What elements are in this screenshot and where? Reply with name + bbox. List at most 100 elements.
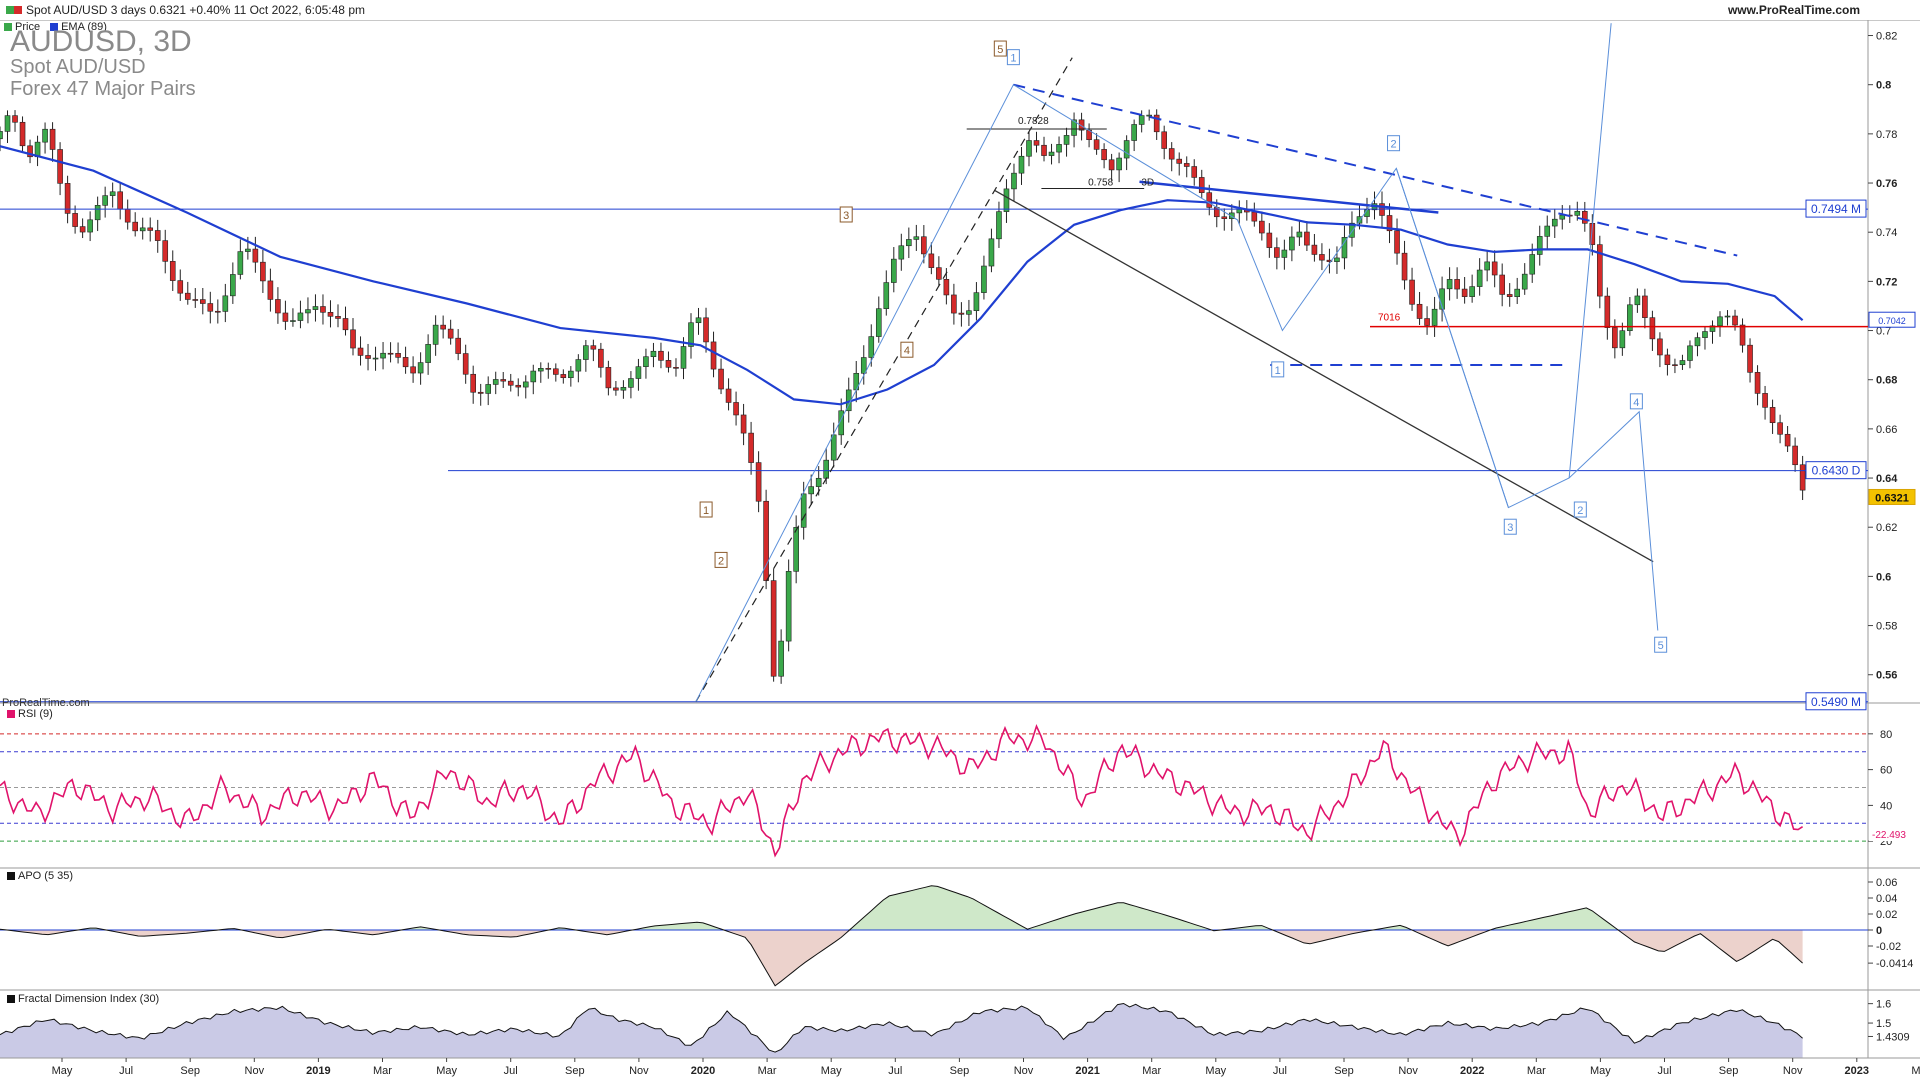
candle-body xyxy=(958,312,965,315)
candle-body xyxy=(267,280,274,300)
wave-label-box-brown xyxy=(993,40,1007,57)
annotation-high: 0.7828 xyxy=(1018,116,1049,127)
candle-body xyxy=(455,337,461,354)
rsi-pane-label[interactable]: RSI (9) xyxy=(4,708,56,720)
candle-body xyxy=(222,295,229,312)
fdi-swatch xyxy=(7,995,15,1003)
candle-body xyxy=(1153,114,1160,133)
apo-pane-label[interactable]: APO (5 35) xyxy=(4,870,77,882)
rsi-last-label: -22.493 xyxy=(1872,830,1906,841)
apo-line xyxy=(0,885,1803,987)
candle-body xyxy=(4,115,11,132)
annotation-low: 0.758 xyxy=(1088,177,1113,188)
candle-body xyxy=(710,341,717,370)
candle-body xyxy=(1274,247,1280,258)
candle-body xyxy=(1446,279,1453,290)
price-ytick-label: 0.76 xyxy=(1876,178,1897,190)
candle-body xyxy=(387,352,394,355)
candle-body xyxy=(1536,236,1543,255)
candle-body xyxy=(1416,303,1423,319)
candle-body xyxy=(1544,225,1551,237)
candle-body xyxy=(1732,315,1738,326)
candle-body xyxy=(628,378,634,388)
apo-title: APO (5 35) xyxy=(18,870,74,882)
apo-ytick-label: 0.02 xyxy=(1876,909,1897,921)
candle-body xyxy=(252,248,259,263)
price-ytick-label: 0.66 xyxy=(1876,424,1897,436)
candle-body xyxy=(1792,445,1798,466)
candle-body xyxy=(1642,295,1648,318)
candle-body xyxy=(973,292,980,312)
candle-body xyxy=(162,240,169,262)
candle-body xyxy=(951,294,957,314)
candle-body xyxy=(605,367,612,389)
candle-body xyxy=(260,261,266,282)
price-ytick-label: 0.62 xyxy=(1876,522,1897,534)
x-tick-label: Mar xyxy=(1911,1065,1920,1077)
wave-label-brown: 4 xyxy=(904,345,910,357)
wave-label-box-blue xyxy=(1654,636,1668,653)
candle-body xyxy=(1349,222,1355,238)
candle-body xyxy=(177,280,184,294)
candle-body xyxy=(1754,372,1761,394)
price-ytick-label: 0.8 xyxy=(1876,80,1891,92)
x-tick-label: 2021 xyxy=(1075,1065,1099,1077)
candle-body xyxy=(1251,211,1258,222)
candle-body xyxy=(1521,273,1528,290)
candle-body xyxy=(943,279,950,296)
legend-ema[interactable]: EMA (89) xyxy=(50,21,107,33)
price-up-swatch xyxy=(6,6,14,14)
x-tick-label: Jul xyxy=(119,1065,133,1077)
candle-body xyxy=(1461,288,1468,297)
candle-body xyxy=(530,370,537,383)
candle-body xyxy=(350,329,356,349)
candle-body xyxy=(1228,212,1235,219)
candle-body xyxy=(94,205,101,221)
x-tick-label: Nov xyxy=(245,1065,265,1077)
x-tick-label: Sep xyxy=(180,1065,200,1077)
candle-body xyxy=(365,355,371,359)
candle-body xyxy=(1491,261,1498,276)
apo-negative-area xyxy=(0,930,1803,986)
candle-body xyxy=(1739,324,1746,346)
rsi-title: RSI (9) xyxy=(18,708,53,720)
x-tick-label: Mar xyxy=(1142,1065,1161,1077)
level-box-frame xyxy=(1805,199,1867,218)
candle-body xyxy=(553,368,559,375)
level-box-2: 0.5490 M xyxy=(1805,692,1867,711)
x-tick-label: May xyxy=(1590,1065,1611,1077)
candle-body xyxy=(1409,279,1415,305)
candle-body xyxy=(537,368,544,372)
candle-body xyxy=(1529,254,1536,275)
level-label-3: 7016 xyxy=(1378,313,1401,324)
candle-body xyxy=(147,227,154,231)
candle-body xyxy=(462,353,469,375)
candle-body xyxy=(79,226,86,233)
fdi-pane-label[interactable]: Fractal Dimension Index (30) xyxy=(4,993,163,1005)
x-tick-label: May xyxy=(436,1065,457,1077)
x-tick-label: Mar xyxy=(373,1065,392,1077)
legend-price-swatch xyxy=(4,23,12,31)
site-url[interactable]: www.ProRealTime.com xyxy=(1727,3,1860,17)
legend-price[interactable]: Price xyxy=(4,21,40,33)
candle-body xyxy=(1311,244,1318,255)
candle-body xyxy=(1131,124,1137,141)
candle-body xyxy=(890,258,897,283)
candle-body xyxy=(575,359,582,372)
candle-body xyxy=(477,391,484,394)
candle-body xyxy=(64,183,71,214)
candle-body xyxy=(57,149,63,184)
candle-body xyxy=(49,128,56,150)
wave-label-brown: 1 xyxy=(703,505,709,517)
elliott-wave-projection xyxy=(695,83,1659,703)
candle-body xyxy=(695,317,702,324)
candle-body xyxy=(102,195,108,206)
candle-body xyxy=(733,402,739,416)
candle-body xyxy=(1551,218,1558,227)
x-tick-label: Nov xyxy=(1398,1065,1418,1077)
candle-body xyxy=(245,248,251,252)
candle-body xyxy=(117,191,123,210)
candle-body xyxy=(921,236,927,255)
x-tick-label: Mar xyxy=(758,1065,777,1077)
